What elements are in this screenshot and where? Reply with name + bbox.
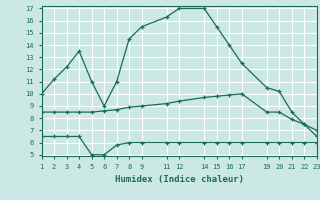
X-axis label: Humidex (Indice chaleur): Humidex (Indice chaleur) xyxy=(115,175,244,184)
